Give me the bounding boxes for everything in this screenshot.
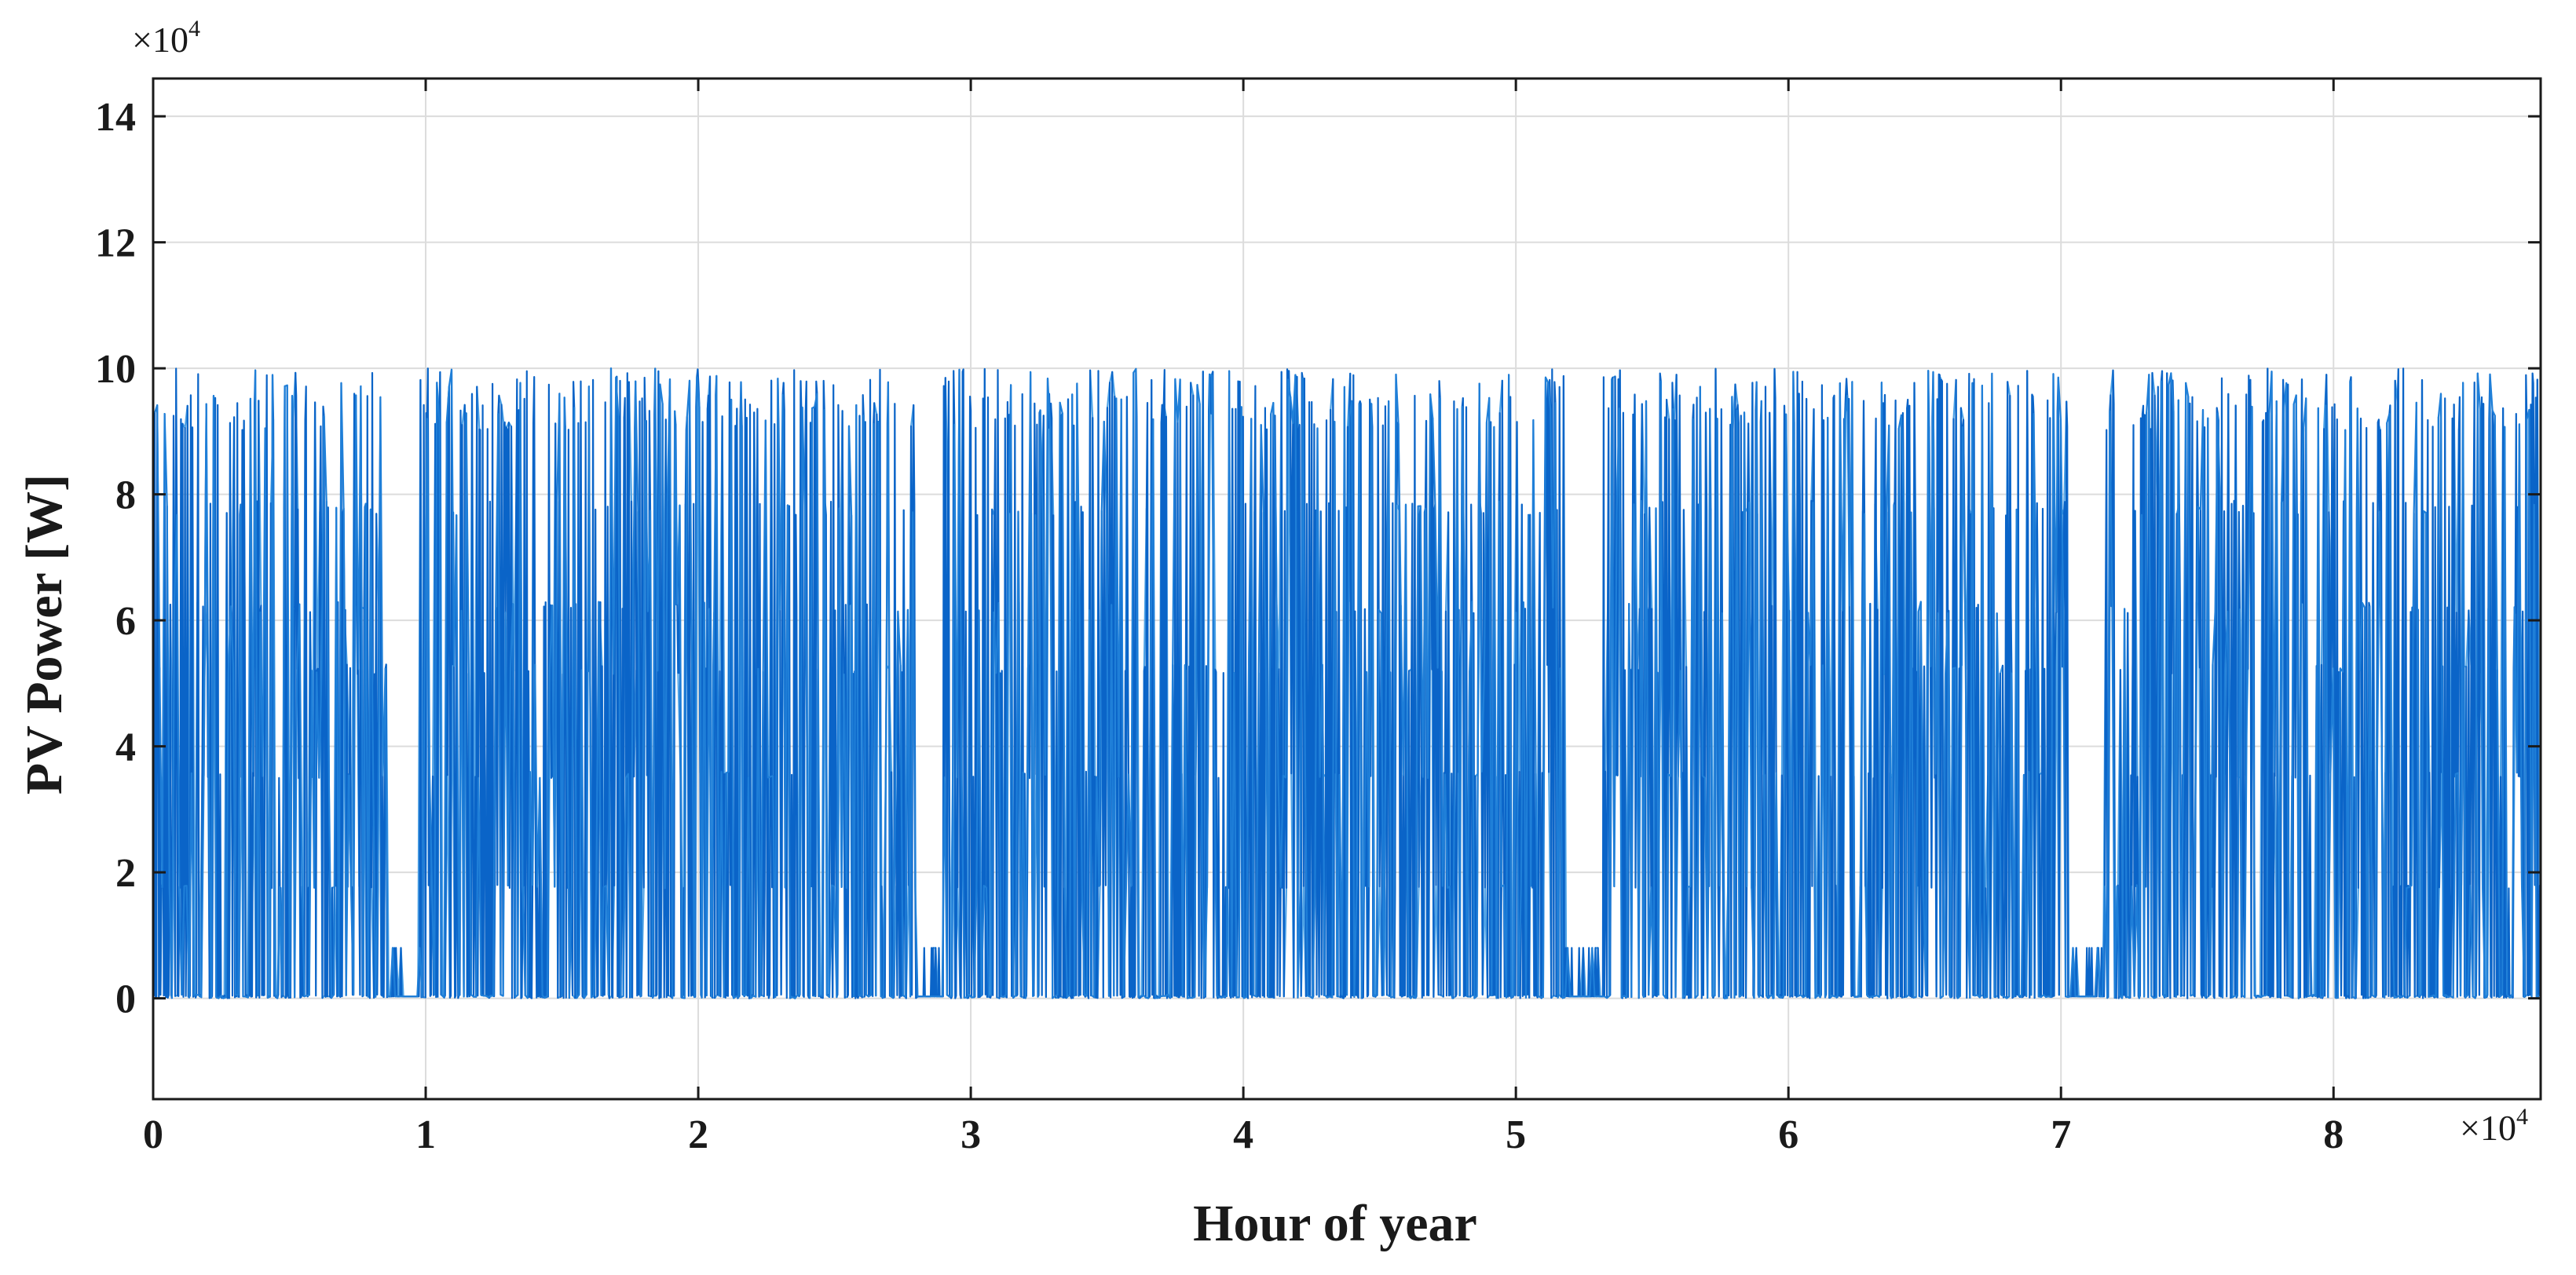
x-tick-label: 6: [1778, 1112, 1798, 1157]
y-tick-label: 4: [115, 725, 136, 770]
y-tick-label: 0: [115, 977, 136, 1022]
x-tick-label: 7: [2051, 1112, 2071, 1157]
pv-power-series-line: [154, 367, 2540, 999]
y-tick-label: 6: [115, 599, 136, 644]
y-tick-label: 12: [95, 221, 136, 266]
x-tick-label: 8: [2323, 1112, 2344, 1157]
plot-frame: [152, 77, 2542, 1101]
x-tick-label: 1: [415, 1112, 436, 1157]
plot-area: [153, 367, 2541, 999]
x-tick-label: 2: [688, 1112, 708, 1157]
x-tick-label: 0: [143, 1112, 163, 1157]
y-tick-label: 2: [115, 851, 136, 896]
x-tick-label: 3: [961, 1112, 981, 1157]
x-tick-label: 4: [1233, 1112, 1253, 1157]
x-exponent-label: ×104: [2460, 1104, 2528, 1148]
y-tick-label: 8: [115, 473, 136, 518]
x-axis-title: Hour of year: [1193, 1195, 1477, 1252]
y-tick-label: 10: [95, 347, 136, 392]
y-axis-title: PV Power [W]: [16, 474, 73, 795]
y-tick-label: 14: [95, 95, 136, 140]
y-exponent-label: ×104: [132, 16, 200, 60]
x-tick-label: 5: [1506, 1112, 1526, 1157]
